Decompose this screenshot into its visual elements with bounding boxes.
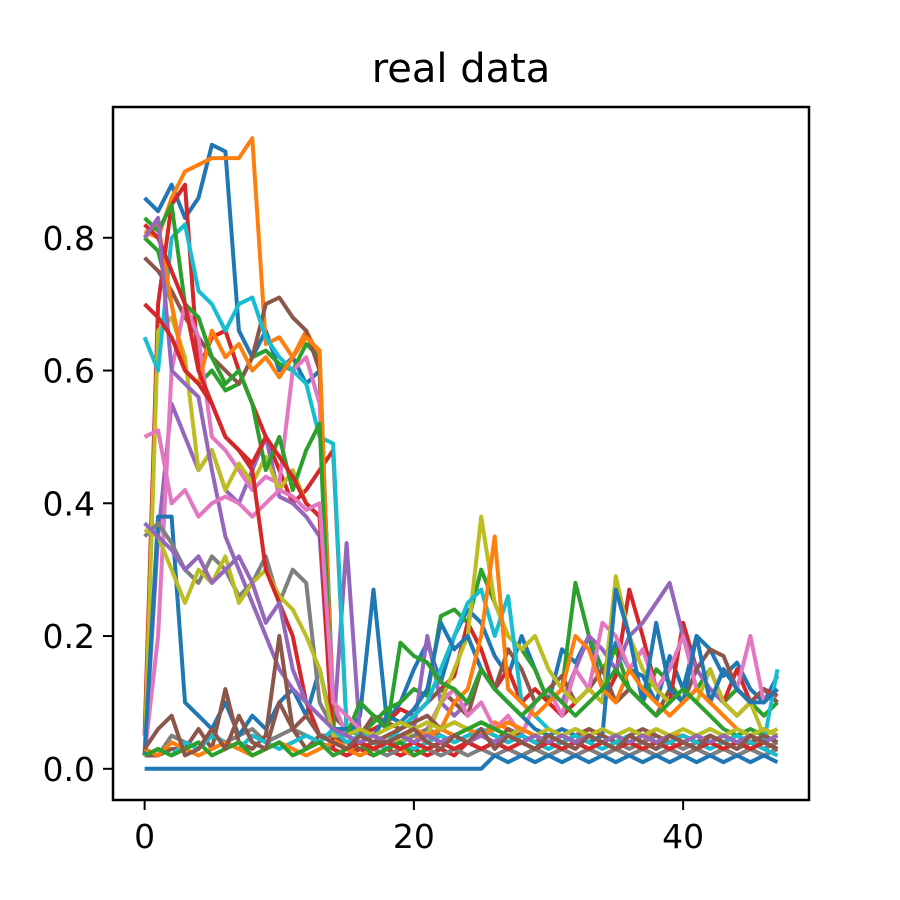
plot-frame bbox=[111, 105, 811, 802]
x-tick-label: 40 bbox=[662, 817, 704, 856]
y-tick-label: 0.4 bbox=[43, 484, 95, 523]
series-line-11 bbox=[142, 514, 779, 756]
series-line-24 bbox=[143, 302, 779, 751]
series-line-21 bbox=[144, 753, 779, 771]
series-line-26 bbox=[142, 700, 779, 758]
y-tick-label: 0.2 bbox=[43, 617, 95, 656]
chart-title: real data bbox=[372, 46, 551, 92]
series-line-13 bbox=[143, 202, 779, 745]
series-line-15 bbox=[142, 215, 779, 751]
x-axis: 0 20 40 bbox=[134, 800, 704, 856]
y-tick-label: 0.0 bbox=[43, 750, 95, 789]
series-line-7 bbox=[142, 302, 779, 756]
x-tick-label: 20 bbox=[393, 817, 435, 856]
y-axis: 0.0 0.2 0.4 0.6 0.8 bbox=[43, 219, 113, 789]
y-tick-label: 0.8 bbox=[43, 219, 95, 258]
y-tick-label: 0.6 bbox=[43, 352, 95, 391]
series-lines bbox=[142, 136, 780, 771]
series-line-10 bbox=[142, 222, 780, 745]
x-tick-label: 0 bbox=[134, 817, 155, 856]
